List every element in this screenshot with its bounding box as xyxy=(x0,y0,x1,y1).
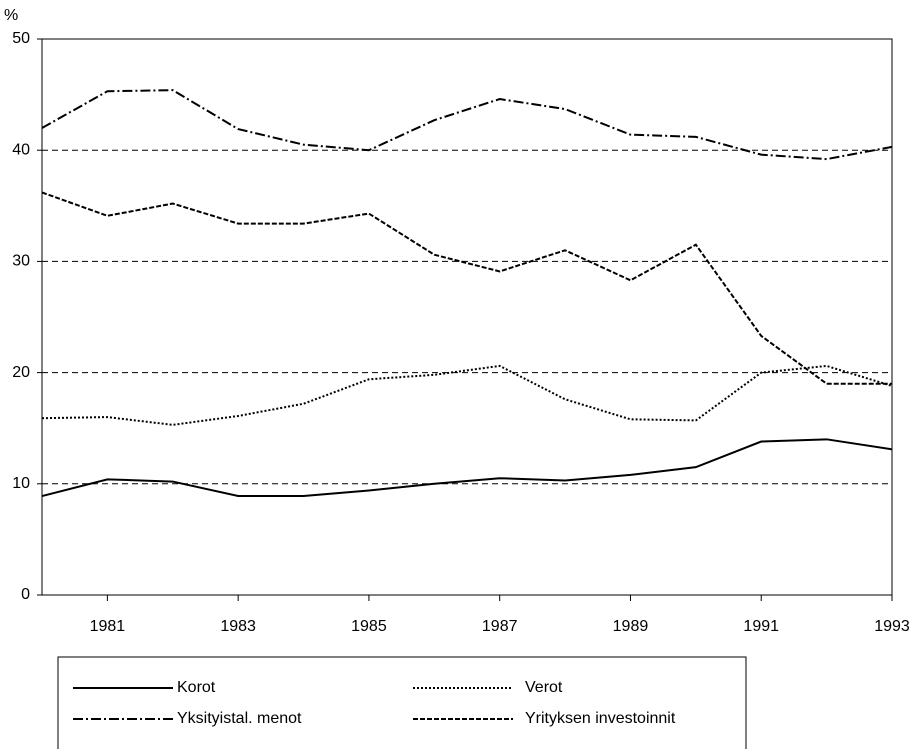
legend-label: Yrityksen investoinnit xyxy=(525,710,676,727)
series-line xyxy=(41,438,893,498)
legend-label: Yksityistal. menot xyxy=(177,710,302,727)
x-tick-label: 1985 xyxy=(351,618,387,635)
y-tick-label: 0 xyxy=(21,586,30,603)
series-line xyxy=(41,191,892,385)
y-tick-label: 20 xyxy=(12,364,30,381)
x-tick-label: 1983 xyxy=(220,618,256,635)
x-tick-label: 1987 xyxy=(482,618,518,635)
series-line xyxy=(41,364,893,426)
legend-label: Korot xyxy=(177,679,216,696)
legend-label: Verot xyxy=(525,679,563,696)
x-tick-label: 1991 xyxy=(743,618,779,635)
y-axis-label: % xyxy=(4,7,18,24)
y-tick-label: 50 xyxy=(12,30,30,47)
x-tick-label: 1981 xyxy=(90,618,126,635)
plot-frame xyxy=(41,38,893,596)
y-tick-label: 40 xyxy=(12,141,30,158)
y-tick-label: 30 xyxy=(12,253,30,270)
y-tick-label: 10 xyxy=(12,475,30,492)
x-tick-label: 1993 xyxy=(874,618,910,635)
x-tick-label: 1989 xyxy=(613,618,649,635)
legend-box xyxy=(57,656,747,749)
series-line xyxy=(41,89,893,161)
